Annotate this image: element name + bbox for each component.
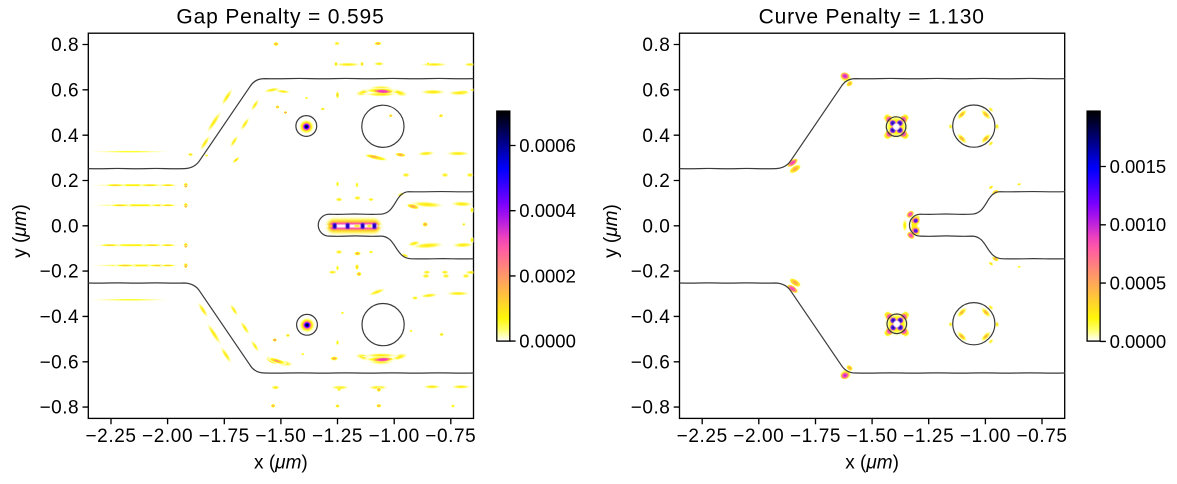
svg-text:−1.50: −1.50 [255, 426, 306, 447]
svg-text:0.0006: 0.0006 [519, 135, 576, 156]
svg-text:−1.00: −1.00 [960, 426, 1011, 447]
svg-text:−0.2: −0.2 [631, 262, 671, 283]
svg-text:0.0: 0.0 [642, 216, 670, 237]
svg-text:0.0: 0.0 [51, 216, 79, 237]
svg-text:0.6: 0.6 [642, 80, 670, 101]
svg-text:−0.75: −0.75 [425, 426, 476, 447]
svg-text:−2.00: −2.00 [733, 426, 784, 447]
svg-text:0.2: 0.2 [642, 171, 670, 192]
svg-text:−0.8: −0.8 [40, 398, 80, 419]
svg-text:0.2: 0.2 [51, 171, 79, 192]
svg-text:0.8: 0.8 [51, 35, 79, 56]
svg-text:−2.25: −2.25 [85, 426, 136, 447]
svg-text:0.0010: 0.0010 [1110, 214, 1167, 235]
svg-text:−1.25: −1.25 [312, 426, 363, 447]
svg-text:−0.4: −0.4 [631, 307, 671, 328]
svg-text:x (μm): x (μm) [254, 452, 308, 473]
svg-text:0.4: 0.4 [642, 126, 670, 147]
svg-text:x (μm): x (μm) [845, 452, 899, 473]
svg-text:−1.75: −1.75 [199, 426, 250, 447]
svg-text:−0.4: −0.4 [40, 307, 80, 328]
svg-text:0.0000: 0.0000 [519, 331, 576, 352]
svg-text:y (μm): y (μm) [601, 204, 622, 258]
svg-text:Curve Penalty = 1.130: Curve Penalty = 1.130 [759, 6, 985, 29]
svg-text:y (μm): y (μm) [10, 204, 31, 258]
svg-text:0.0015: 0.0015 [1110, 156, 1167, 177]
svg-text:0.8: 0.8 [642, 35, 670, 56]
svg-text:−2.00: −2.00 [142, 426, 193, 447]
svg-text:−0.8: −0.8 [631, 398, 671, 419]
svg-text:0.0002: 0.0002 [519, 265, 576, 286]
svg-text:0.0004: 0.0004 [519, 200, 576, 221]
svg-text:−0.2: −0.2 [40, 262, 80, 283]
svg-text:−0.6: −0.6 [631, 352, 671, 373]
svg-text:−1.25: −1.25 [903, 426, 954, 447]
svg-text:−0.6: −0.6 [40, 352, 80, 373]
svg-text:Gap Penalty = 0.595: Gap Penalty = 0.595 [176, 6, 384, 29]
svg-text:−1.00: −1.00 [369, 426, 420, 447]
svg-text:0.0005: 0.0005 [1110, 273, 1167, 294]
svg-text:−1.50: −1.50 [847, 426, 898, 447]
svg-text:−2.25: −2.25 [677, 426, 728, 447]
svg-text:−0.75: −0.75 [1016, 426, 1067, 447]
svg-text:0.0000: 0.0000 [1110, 331, 1167, 352]
svg-text:−1.75: −1.75 [790, 426, 841, 447]
svg-text:0.6: 0.6 [51, 80, 79, 101]
svg-text:0.4: 0.4 [51, 126, 79, 147]
